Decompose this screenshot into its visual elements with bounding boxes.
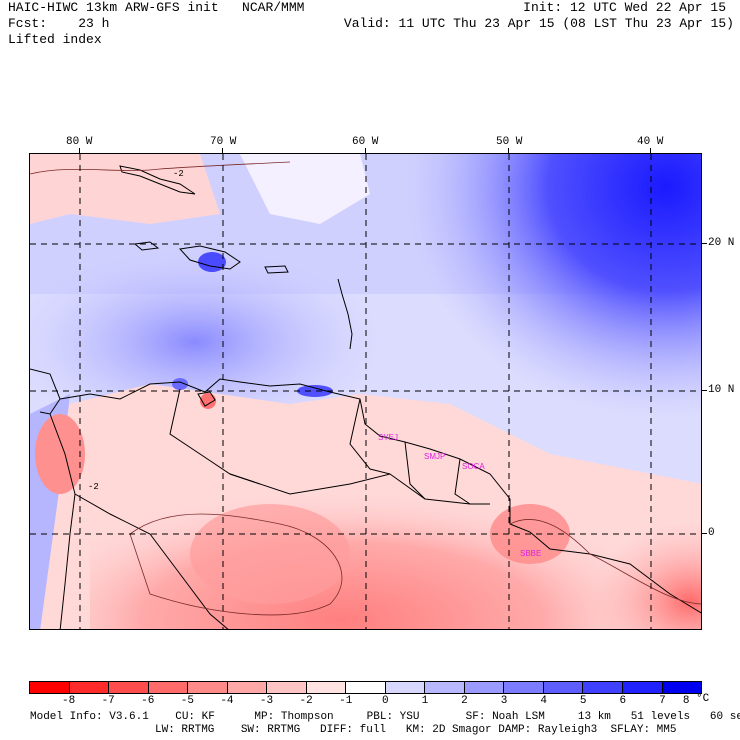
- colorbar-cell: [583, 682, 623, 693]
- header-line1-left: HAIC-HIWC 13km ARW-GFS init NCAR/MMM: [8, 0, 305, 15]
- contour-north: [30, 161, 291, 175]
- lon-tick-80w: [79, 148, 80, 153]
- border-suriname-guiana: [454, 458, 471, 505]
- colorbar-tick-label: -6: [141, 695, 155, 707]
- lon-tick-60w: [365, 148, 366, 153]
- lat-tick-0: [702, 533, 707, 534]
- contour-amazon: [129, 513, 343, 616]
- colorbar-cell: [346, 682, 386, 693]
- contours: [30, 161, 701, 616]
- map-pink-northwest: [30, 154, 220, 224]
- colorbar-cell: [306, 682, 347, 693]
- map-red-pocket-amazon: [190, 504, 350, 604]
- colorbar-cell: [385, 682, 426, 693]
- contour-label-west: -2: [88, 482, 99, 492]
- map-red-pocket-colombia: [35, 414, 85, 494]
- lon-tick-40w: [650, 148, 651, 153]
- border-venezuela-guyana: [349, 398, 391, 475]
- lat-label-0: 0: [708, 527, 715, 539]
- colorbar-tick-label: -8: [61, 695, 76, 707]
- colorbar-tick-label: 3: [500, 695, 508, 707]
- station-label-syej: SYEJ: [378, 433, 398, 442]
- coast-cuba: [119, 165, 196, 195]
- colorbar-tick-label: 1: [421, 695, 429, 707]
- colorbar-cell: [109, 682, 149, 693]
- colorbar-tick-label: 2: [461, 695, 468, 707]
- coast-maracaibo: [197, 391, 216, 407]
- map-blue-spot-venezuela-coast: [297, 385, 333, 397]
- colorbar-cell: [622, 682, 663, 693]
- contour-label-north: -2: [173, 169, 184, 179]
- coast-puerto-rico: [264, 265, 289, 274]
- header-line2-right: Valid: 11 UTC Thu 23 Apr 15 (08 LST Thu …: [343, 16, 734, 31]
- colorbar: [29, 681, 702, 694]
- colorbar-cell: [543, 682, 584, 693]
- header-line1-right: Init: 12 UTC Wed 22 Apr 15: [523, 0, 726, 15]
- field-name: Lifted index: [8, 32, 102, 47]
- lon-label-50w: 50 W: [496, 136, 523, 148]
- footer-model-info-line1: Model Info: V3.6.1 CU: KF MP: Thompson P…: [30, 711, 740, 723]
- colorbar-cell: [267, 682, 307, 693]
- lat-label-20n: 20 N: [708, 237, 735, 249]
- colorbar-tick-label: -5: [180, 695, 194, 707]
- colorbar-tick-label: -2: [299, 695, 313, 707]
- lifted-index-map: -2 -2 SYEJ SMJP SOCA SBBE: [30, 154, 701, 629]
- lon-tick-70w: [222, 148, 223, 153]
- colorbar-tick-label: 8: [682, 695, 690, 707]
- map-panel: -2 -2 SYEJ SMJP SOCA SBBE: [29, 153, 702, 630]
- coast-central-america: [30, 368, 61, 415]
- colorbar-cell: [464, 682, 505, 693]
- lat-tick-20n: [702, 243, 707, 244]
- colorbar-cell: [227, 682, 268, 693]
- colorbar-cell: [188, 682, 228, 693]
- contour-east: [509, 519, 701, 605]
- map-blue-spot-hispaniola: [198, 252, 226, 272]
- colorbar-tick-label: 0: [381, 695, 389, 707]
- footer-model-info-line2: LW: RRTMG SW: RRTMG DIFF: full KM: 2D Sm…: [155, 724, 677, 736]
- coast-pacific: [49, 413, 76, 629]
- colorbar-tick-label: 7: [659, 695, 666, 707]
- lon-tick-50w: [508, 148, 509, 153]
- coast-lesser-antilles: [337, 278, 353, 350]
- colorbar-tick-label: 5: [579, 695, 587, 707]
- border-brazil-north: [229, 473, 490, 505]
- station-label-soca: SOCA: [462, 462, 485, 471]
- station-label-smjp: SMJP: [424, 452, 445, 461]
- colorbar-cell: [425, 682, 465, 693]
- lon-label-40w: 40 W: [637, 136, 664, 148]
- lat-label-10n: 10 N: [708, 384, 735, 396]
- colorbar-cell: [148, 682, 189, 693]
- border-peru-brazil: [74, 493, 229, 629]
- lat-lon-grid: [30, 154, 701, 629]
- header-line2-left: Fcst: 23 h: [8, 16, 110, 31]
- coastlines: [30, 165, 701, 629]
- lat-tick-10n: [702, 390, 707, 391]
- colorbar-tick-label: 4: [540, 695, 547, 707]
- lon-label-70w: 70 W: [210, 136, 237, 148]
- colorbar-tick-label: 6: [619, 695, 627, 707]
- colorbar-unit: °C: [696, 693, 710, 705]
- colorbar-tick-label: -4: [220, 695, 234, 707]
- coast-south-america-north: [59, 378, 701, 614]
- colorbar-cell: [504, 682, 544, 693]
- coast-hispaniola: [179, 245, 241, 270]
- lon-label-80w: 80 W: [66, 136, 93, 148]
- map-blue-spot-maracaibo-east: [172, 378, 188, 390]
- lon-label-60w: 60 W: [352, 136, 379, 148]
- station-label-sbbe: SBBE: [520, 549, 541, 558]
- colorbar-tick-label: -1: [339, 695, 353, 707]
- colorbar-cell: [662, 682, 702, 693]
- colorbar-cell: [69, 682, 110, 693]
- coast-jamaica: [133, 241, 160, 251]
- border-guyana-suriname: [404, 441, 426, 500]
- map-red-east: [450, 434, 701, 629]
- colorbar-tick-label: -3: [259, 695, 274, 707]
- colorbar-cell: [30, 682, 70, 693]
- colorbar-tick-label: -7: [101, 695, 115, 707]
